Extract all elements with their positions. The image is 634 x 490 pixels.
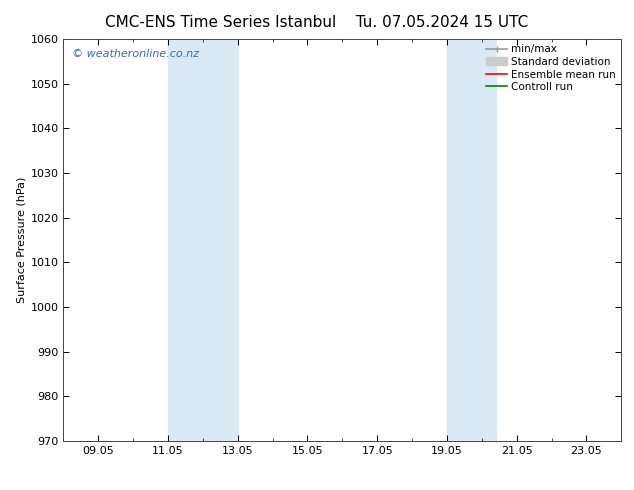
Legend: min/max, Standard deviation, Ensemble mean run, Controll run: min/max, Standard deviation, Ensemble me…	[483, 41, 619, 96]
Y-axis label: Surface Pressure (hPa): Surface Pressure (hPa)	[16, 177, 26, 303]
Bar	[168, 39, 238, 441]
Bar	[447, 39, 496, 441]
Text: CMC-ENS Time Series Istanbul    Tu. 07.05.2024 15 UTC: CMC-ENS Time Series Istanbul Tu. 07.05.2…	[105, 15, 529, 30]
Text: © weatheronline.co.nz: © weatheronline.co.nz	[72, 49, 199, 59]
